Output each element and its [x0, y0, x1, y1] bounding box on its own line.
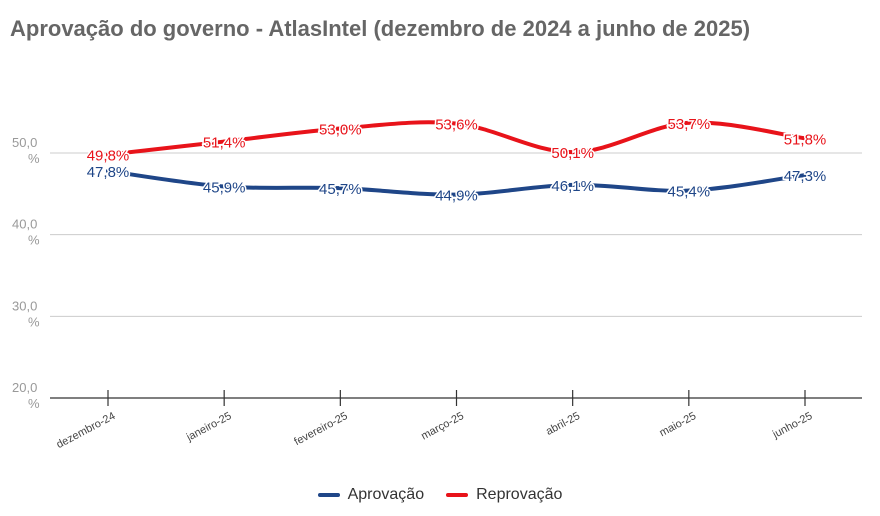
- data-point-reprovacao: [222, 139, 227, 144]
- y-tick-label: 50,0%: [12, 135, 40, 166]
- x-tick-label: maio-25: [658, 410, 699, 439]
- legend-label-reprovacao: Reprovação: [476, 486, 563, 503]
- legend-item-aprovacao[interactable]: Aprovação: [317, 486, 425, 504]
- data-label-reprovacao: 51,8%: [784, 131, 827, 148]
- data-label-aprovacao: 44,9%: [435, 188, 478, 205]
- data-label-aprovacao: 47,8%: [87, 164, 130, 181]
- data-point-reprovacao: [106, 152, 110, 157]
- legend-item-reprovacao[interactable]: Reprovação: [446, 486, 562, 504]
- x-axis: dezembro-24 janeiro-25 fevereiro-25 março-2…: [55, 390, 814, 451]
- x-tick-label: janeiro-25: [184, 410, 234, 444]
- y-tick-label: 20,0%: [12, 380, 40, 411]
- data-point-aprovacao: [106, 168, 110, 173]
- data-label-reprovacao: 50,1%: [551, 145, 594, 162]
- line-chart: 20,0 % 30,0 % 40,0 % 50,0% dezembro-24 janeiro-…: [12, 114, 862, 451]
- data-label-aprovacao: 45,9%: [203, 179, 246, 196]
- x-tick-label: dezembro-24: [55, 410, 118, 451]
- data-label-aprovacao: 47,3%: [784, 168, 827, 185]
- x-tick-label: março-25: [419, 410, 466, 442]
- data-point-reprovacao: [454, 121, 459, 126]
- x-tick-label: abril-25: [544, 410, 582, 438]
- data-label-aprovacao: 46,1%: [551, 178, 594, 195]
- grid-lines: [50, 152, 862, 399]
- legend: Aprovação Reprovação: [0, 486, 880, 504]
- data-point-aprovacao: [222, 184, 227, 189]
- data-label-reprovacao: 51,4%: [203, 135, 246, 152]
- series-lines: [106, 120, 807, 197]
- y-tick-label: 30,0%: [12, 298, 40, 329]
- data-point-aprovacao: [338, 186, 343, 191]
- data-point-aprovacao: [686, 188, 691, 193]
- data-point-reprovacao: [686, 120, 691, 125]
- legend-swatch-aprovacao: [317, 493, 340, 497]
- data-point-reprovacao: [803, 136, 807, 141]
- data-point-reprovacao: [338, 126, 343, 131]
- data-label-reprovacao: 53,0%: [319, 122, 362, 139]
- data-point-aprovacao: [803, 173, 807, 178]
- data-label-reprovacao: 53,7%: [668, 116, 711, 133]
- data-label-reprovacao: 49,8%: [87, 148, 130, 165]
- legend-label-aprovacao: Aprovação: [347, 486, 425, 503]
- y-axis-ticks: 20,0 % 30,0 % 40,0 % 50,0%: [12, 135, 40, 411]
- data-label-aprovacao: 45,7%: [319, 181, 362, 198]
- chart-title: Aprovação do governo - AtlasIntel (dezem…: [10, 16, 751, 41]
- x-tick-label: junho-25: [770, 410, 814, 441]
- data-label-reprovacao: 53,6%: [435, 117, 478, 134]
- legend-swatch-reprovacao: [446, 493, 469, 497]
- x-tick-label: fevereiro-25: [292, 410, 349, 448]
- y-tick-label: 40,0%: [12, 217, 40, 248]
- data-labels: 47,8% 45,9% 45,7% 44,9% 46,1% 45,4% 47,3% 49,8%…: [85, 114, 828, 206]
- data-point-aprovacao: [454, 192, 459, 197]
- data-point-aprovacao: [570, 182, 575, 187]
- data-label-aprovacao: 45,4%: [668, 184, 711, 201]
- data-point-reprovacao: [570, 150, 575, 155]
